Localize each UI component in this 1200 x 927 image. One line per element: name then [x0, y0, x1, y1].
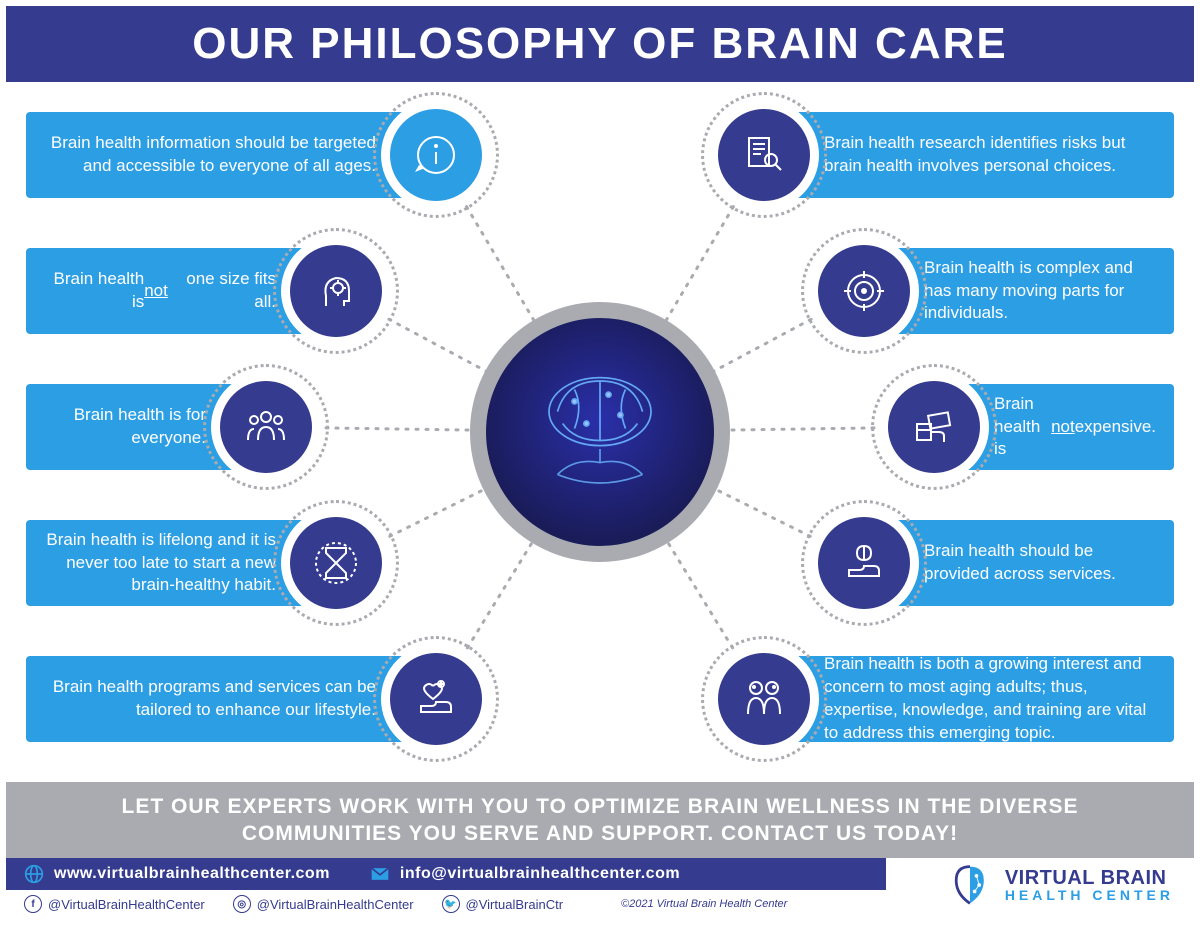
brain-hand-icon: [818, 517, 910, 609]
tw-icon: 🐦: [442, 895, 460, 913]
social-ig[interactable]: ◎ @VirtualBrainHealthCenter: [233, 895, 414, 913]
footer: www.virtualbrainhealthcenter.com info@vi…: [6, 858, 1194, 918]
header-banner: OUR PHILOSOPHY OF BRAIN CARE: [6, 6, 1194, 82]
website-text: www.virtualbrainhealthcenter.com: [54, 865, 330, 883]
footer-contact-bar: www.virtualbrainhealthcenter.com info@vi…: [6, 858, 886, 890]
hourglass-icon: [290, 517, 382, 609]
mail-icon: [370, 864, 390, 884]
item-icon-wrap: [381, 100, 491, 210]
philosophy-item-8: Brain health should be provided across s…: [809, 508, 1174, 618]
target-icon: [818, 245, 910, 337]
item-icon-wrap: [709, 644, 819, 754]
f-icon: f: [24, 895, 42, 913]
website-link[interactable]: www.virtualbrainhealthcenter.com: [24, 864, 330, 884]
brand-logo: VIRTUAL BRAIN HEALTH CENTER: [947, 862, 1174, 908]
people-icon: [220, 381, 312, 473]
email-link[interactable]: info@virtualbrainhealthcenter.com: [370, 864, 680, 884]
social-tw[interactable]: 🐦 @VirtualBrainCtr: [442, 895, 564, 913]
globe-icon: [24, 864, 44, 884]
philosophy-item-5: Brain health research identifies risks b…: [709, 100, 1174, 210]
philosophy-item-4: Brain health programs and services can b…: [26, 644, 491, 754]
social-handle: @VirtualBrainHealthCenter: [257, 897, 414, 912]
logo-line1: VIRTUAL BRAIN: [1005, 868, 1174, 888]
item-icon-wrap: [809, 236, 919, 346]
logo-icon: [947, 862, 993, 908]
item-icon-wrap: [281, 236, 391, 346]
philosophy-item-0: Brain health information should be targe…: [26, 100, 491, 210]
item-icon-wrap: [211, 372, 321, 482]
head-gear-icon: [290, 245, 382, 337]
ig-icon: ◎: [233, 895, 251, 913]
philosophy-item-3: Brain health is lifelong and it is never…: [26, 508, 391, 618]
cta-text: LET OUR EXPERTS WORK WITH YOU TO OPTIMIZ…: [66, 793, 1134, 848]
brain-icon: [515, 347, 685, 517]
philosophy-item-7: Brain health is not expensive.: [879, 372, 1174, 482]
philosophy-item-9: Brain health is both a growing interest …: [709, 644, 1174, 754]
copyright-text: ©2021 Virtual Brain Health Center: [621, 898, 787, 910]
philosophy-item-2: Brain health is for everyone.: [26, 372, 321, 482]
item-icon-wrap: [709, 100, 819, 210]
infographic-page: OUR PHILOSOPHY OF BRAIN CARE: [0, 0, 1200, 927]
couple-icon: [718, 653, 810, 745]
philosophy-item-6: Brain health is complex and has many mov…: [809, 236, 1174, 346]
logo-text: VIRTUAL BRAIN HEALTH CENTER: [1005, 868, 1174, 902]
logo-line2: HEALTH CENTER: [1005, 888, 1174, 902]
money-icon: [888, 381, 980, 473]
item-icon-wrap: [381, 644, 491, 754]
social-f[interactable]: f @VirtualBrainHealthCenter: [24, 895, 205, 913]
social-handle: @VirtualBrainHealthCenter: [48, 897, 205, 912]
item-icon-wrap: [809, 508, 919, 618]
item-icon-wrap: [281, 508, 391, 618]
doc-search-icon: [718, 109, 810, 201]
social-handle: @VirtualBrainCtr: [466, 897, 564, 912]
center-brain-circle: [470, 302, 730, 562]
item-icon-wrap: [879, 372, 989, 482]
main-diagram: Brain health information should be targe…: [6, 82, 1194, 782]
page-title: OUR PHILOSOPHY OF BRAIN CARE: [192, 19, 1007, 69]
philosophy-item-1: Brain health is not one size fits all.: [26, 236, 391, 346]
cta-banner: LET OUR EXPERTS WORK WITH YOU TO OPTIMIZ…: [6, 782, 1194, 858]
info-icon: [390, 109, 482, 201]
email-text: info@virtualbrainhealthcenter.com: [400, 865, 680, 883]
heart-hand-icon: [390, 653, 482, 745]
